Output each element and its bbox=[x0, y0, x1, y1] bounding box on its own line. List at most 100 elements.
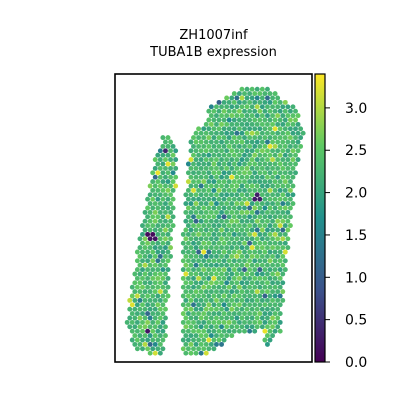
spot bbox=[221, 258, 227, 264]
spot bbox=[183, 209, 189, 215]
spot bbox=[221, 293, 227, 299]
spot bbox=[219, 130, 224, 136]
spot bbox=[214, 218, 219, 224]
spot bbox=[252, 161, 258, 167]
spot bbox=[132, 324, 138, 330]
spot bbox=[287, 196, 293, 202]
spot bbox=[127, 297, 133, 303]
spot bbox=[277, 99, 283, 105]
colorbar-tick-label: 1.5 bbox=[345, 228, 367, 244]
spot bbox=[277, 240, 283, 246]
spot bbox=[229, 324, 235, 330]
spot bbox=[229, 192, 235, 198]
spot bbox=[282, 99, 288, 105]
spot bbox=[165, 267, 171, 273]
spot bbox=[262, 284, 268, 290]
spot bbox=[183, 297, 189, 303]
spot bbox=[193, 130, 199, 136]
spot bbox=[198, 139, 204, 145]
spot bbox=[242, 223, 247, 229]
spot bbox=[267, 302, 273, 308]
spot bbox=[183, 245, 189, 251]
spot bbox=[216, 249, 222, 255]
spot bbox=[275, 139, 281, 145]
spot bbox=[219, 183, 224, 189]
spot bbox=[203, 271, 209, 277]
spot bbox=[152, 271, 158, 277]
spot bbox=[152, 262, 158, 268]
spot bbox=[145, 337, 151, 343]
spot bbox=[287, 187, 293, 193]
spot bbox=[145, 258, 151, 264]
spot bbox=[247, 258, 253, 264]
spot bbox=[236, 196, 242, 202]
spot bbox=[185, 328, 191, 334]
spot bbox=[224, 148, 230, 154]
spot bbox=[252, 108, 258, 114]
spot bbox=[145, 311, 151, 317]
spot bbox=[277, 214, 283, 220]
spot bbox=[231, 267, 237, 273]
spot bbox=[226, 284, 232, 290]
spot bbox=[165, 249, 171, 255]
spot bbox=[259, 86, 265, 92]
spot bbox=[242, 196, 247, 202]
spot bbox=[277, 152, 283, 158]
spot bbox=[275, 157, 281, 163]
spot bbox=[280, 209, 286, 215]
spot bbox=[211, 231, 217, 237]
spot bbox=[280, 253, 286, 259]
spot bbox=[155, 249, 161, 255]
spot bbox=[275, 289, 281, 295]
spot bbox=[236, 240, 242, 246]
spot bbox=[257, 108, 263, 114]
spot bbox=[157, 333, 163, 339]
spot bbox=[265, 218, 270, 224]
spot bbox=[239, 86, 245, 92]
spot bbox=[147, 245, 153, 251]
spot bbox=[208, 280, 214, 286]
spot bbox=[165, 240, 171, 246]
spot bbox=[247, 223, 253, 229]
spot bbox=[196, 187, 202, 193]
spot bbox=[244, 130, 250, 136]
spot bbox=[165, 223, 171, 229]
spot bbox=[239, 289, 245, 295]
spot bbox=[203, 289, 209, 295]
spot bbox=[265, 315, 270, 321]
spot bbox=[249, 209, 255, 215]
spot bbox=[165, 258, 171, 264]
spot bbox=[214, 148, 219, 154]
spot bbox=[152, 297, 158, 303]
spot bbox=[157, 165, 163, 171]
spot bbox=[265, 227, 270, 233]
spot bbox=[219, 165, 224, 171]
spot bbox=[257, 223, 263, 229]
spot bbox=[221, 240, 227, 246]
spot bbox=[285, 236, 291, 242]
spot bbox=[224, 253, 230, 259]
spot bbox=[275, 271, 281, 277]
spot bbox=[208, 201, 214, 207]
spot bbox=[239, 165, 245, 171]
spot bbox=[157, 280, 163, 286]
spot bbox=[234, 227, 240, 233]
spot bbox=[147, 315, 153, 321]
spot bbox=[137, 333, 143, 339]
spot bbox=[259, 306, 265, 312]
spot bbox=[282, 267, 288, 273]
spot bbox=[259, 174, 265, 180]
spot bbox=[160, 346, 166, 352]
spot bbox=[196, 302, 202, 308]
spot bbox=[239, 315, 245, 321]
spot bbox=[196, 346, 202, 352]
spot bbox=[206, 328, 212, 334]
colorbar-frame bbox=[314, 73, 326, 363]
spot bbox=[129, 337, 135, 343]
spot bbox=[257, 161, 263, 167]
spot bbox=[191, 214, 196, 220]
spot bbox=[247, 108, 253, 114]
spot bbox=[247, 170, 253, 176]
spot bbox=[157, 174, 163, 180]
spot bbox=[247, 302, 253, 308]
